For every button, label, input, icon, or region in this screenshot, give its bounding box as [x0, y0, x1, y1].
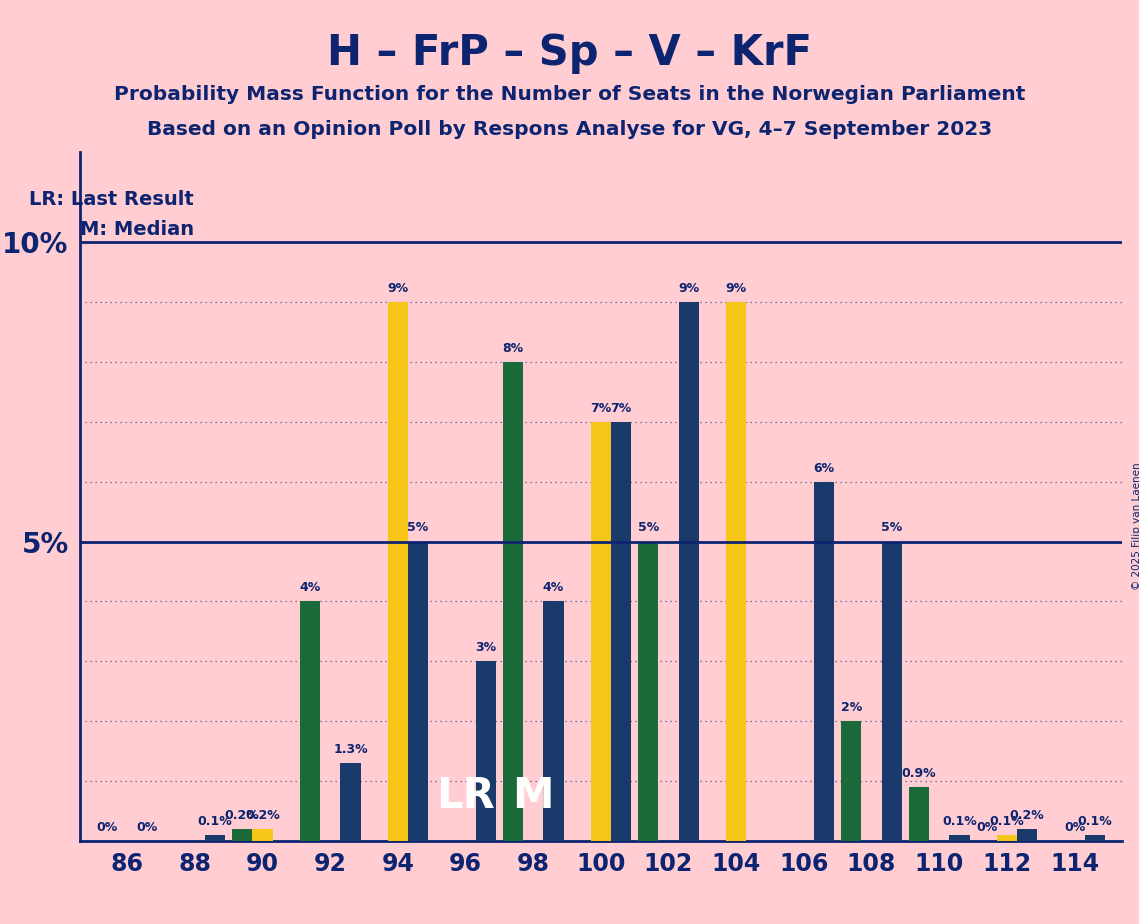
Bar	[882, 541, 902, 841]
Bar	[909, 787, 929, 841]
Bar	[341, 763, 361, 841]
Text: M: M	[513, 775, 554, 817]
Text: 3%: 3%	[475, 641, 497, 654]
Text: H – FrP – Sp – V – KrF: H – FrP – Sp – V – KrF	[327, 32, 812, 74]
Text: Based on an Opinion Poll by Respons Analyse for VG, 4–7 September 2023: Based on an Opinion Poll by Respons Anal…	[147, 120, 992, 140]
Text: 2%: 2%	[841, 701, 862, 714]
Bar	[232, 829, 253, 841]
Text: 7%: 7%	[611, 402, 632, 415]
Bar	[997, 835, 1017, 841]
Text: 7%: 7%	[590, 402, 612, 415]
Text: 6%: 6%	[813, 461, 835, 475]
Bar	[726, 302, 746, 841]
Text: 0%: 0%	[137, 821, 158, 833]
Text: LR: LR	[436, 775, 494, 817]
Text: 0.1%: 0.1%	[942, 815, 977, 828]
Text: 5%: 5%	[882, 521, 902, 534]
Text: 0%: 0%	[976, 821, 997, 833]
Bar	[591, 422, 611, 841]
Text: 0.1%: 0.1%	[990, 815, 1024, 828]
Bar	[841, 721, 861, 841]
Bar	[949, 835, 969, 841]
Bar	[253, 829, 272, 841]
Bar	[205, 835, 226, 841]
Text: 9%: 9%	[387, 282, 409, 295]
Bar	[502, 362, 523, 841]
Text: 5%: 5%	[638, 521, 658, 534]
Text: 8%: 8%	[502, 342, 524, 355]
Text: 9%: 9%	[678, 282, 699, 295]
Text: 0.1%: 0.1%	[1077, 815, 1112, 828]
Bar	[1017, 829, 1038, 841]
Text: Probability Mass Function for the Number of Seats in the Norwegian Parliament: Probability Mass Function for the Number…	[114, 85, 1025, 104]
Bar	[300, 602, 320, 841]
Bar	[611, 422, 631, 841]
Text: 0.2%: 0.2%	[1010, 808, 1044, 821]
Text: 4%: 4%	[543, 581, 564, 594]
Text: 0.9%: 0.9%	[902, 767, 936, 780]
Text: 4%: 4%	[300, 581, 320, 594]
Text: 0.2%: 0.2%	[245, 808, 280, 821]
Text: 9%: 9%	[726, 282, 747, 295]
Text: 0%: 0%	[1064, 821, 1085, 833]
Text: 0%: 0%	[96, 821, 117, 833]
Bar	[679, 302, 699, 841]
Text: 5%: 5%	[408, 521, 428, 534]
Bar	[638, 541, 658, 841]
Text: LR: Last Result: LR: Last Result	[30, 190, 194, 210]
Bar	[476, 662, 495, 841]
Bar	[814, 481, 834, 841]
Bar	[543, 602, 564, 841]
Bar	[408, 541, 428, 841]
Text: 0.2%: 0.2%	[224, 808, 260, 821]
Text: M: Median: M: Median	[80, 220, 194, 239]
Bar	[1084, 835, 1105, 841]
Text: 0.1%: 0.1%	[198, 815, 232, 828]
Bar	[387, 302, 408, 841]
Text: © 2025 Filip van Laenen: © 2025 Filip van Laenen	[1132, 462, 1139, 590]
Text: 1.3%: 1.3%	[333, 743, 368, 756]
